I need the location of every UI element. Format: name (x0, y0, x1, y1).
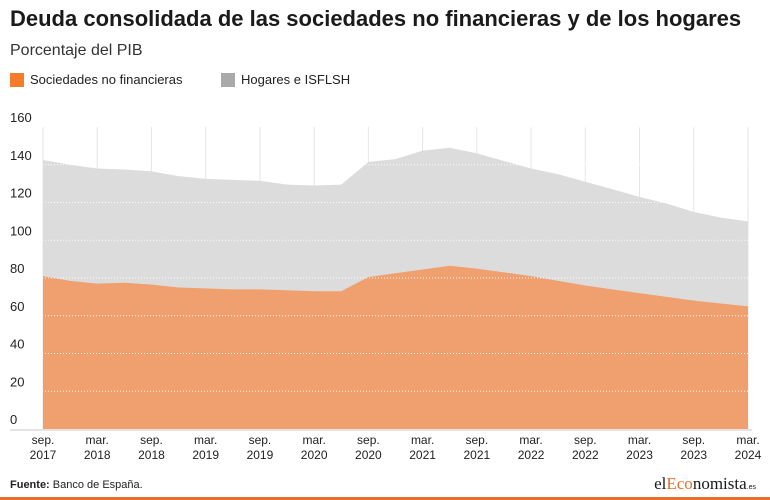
y-tick-label: 40 (10, 337, 24, 352)
area-sociedades (43, 265, 748, 429)
chart-title: Deuda consolidada de las sociedades no f… (10, 6, 742, 31)
x-tick-label: 2017 (30, 448, 57, 462)
legend-swatch-sociedades (10, 72, 24, 87)
bottom-accent-bar (0, 497, 770, 500)
x-tick-label: sep. (574, 433, 597, 447)
y-tick-label: 160 (10, 110, 32, 125)
x-tick-label: sep. (249, 433, 272, 447)
x-tick-label: 2022 (518, 448, 545, 462)
x-tick-label: sep. (682, 433, 705, 447)
x-tick-label: 2024 (735, 448, 762, 462)
y-tick-label: 60 (10, 299, 24, 314)
x-tick-label: 2021 (409, 448, 436, 462)
brand-suffix: nomista (692, 474, 747, 493)
chart-subtitle: Porcentaje del PIB (10, 42, 143, 59)
brand-accent: Eco (666, 474, 693, 493)
y-tick-label: 80 (10, 261, 24, 276)
y-tick-label: 140 (10, 148, 32, 163)
legend-item-sociedades: Sociedades no financieras (10, 72, 183, 87)
x-tick-label: 2023 (680, 448, 707, 462)
brand-prefix: el (654, 474, 667, 493)
x-tick-label: mar. (411, 433, 434, 447)
x-tick-label: mar. (628, 433, 651, 447)
legend-swatch-hogares (221, 72, 235, 87)
x-tick-label: 2021 (463, 448, 490, 462)
legend-label-hogares: Hogares e ISFLSH (241, 72, 351, 87)
y-tick-label: 100 (10, 223, 32, 238)
x-tick-label: 2018 (138, 448, 165, 462)
source-note: Fuente: Banco de España. (10, 479, 143, 491)
y-tick-label: 20 (10, 374, 24, 389)
x-tick-label: mar. (736, 433, 759, 447)
x-tick-label: sep. (32, 433, 55, 447)
y-tick-label: 0 (10, 412, 17, 427)
legend-label-sociedades: Sociedades no financieras (30, 72, 183, 87)
x-tick-label: mar. (86, 433, 109, 447)
source-text: Banco de España. (52, 479, 143, 491)
x-tick-label: 2020 (301, 448, 328, 462)
x-tick-label: sep. (466, 433, 489, 447)
source-label: Fuente: (10, 479, 50, 491)
x-tick-label: 2020 (355, 448, 382, 462)
x-tick-label: sep. (140, 433, 163, 447)
x-tick-label: mar. (194, 433, 217, 447)
area-chart: 020406080100120140160sep.2017mar.2018sep… (10, 110, 762, 462)
x-tick-label: mar. (302, 433, 325, 447)
x-tick-label: 2023 (626, 448, 653, 462)
y-tick-label: 120 (10, 186, 32, 201)
x-tick-label: 2019 (247, 448, 274, 462)
x-tick-label: 2022 (572, 448, 599, 462)
x-tick-label: sep. (357, 433, 380, 447)
x-tick-label: 2019 (192, 448, 219, 462)
x-tick-label: mar. (519, 433, 542, 447)
brand-logo: elEconomista.es (654, 474, 756, 494)
brand-tld: .es (746, 484, 756, 491)
legend-item-hogares: Hogares e ISFLSH (221, 72, 350, 87)
x-tick-label: 2018 (84, 448, 111, 462)
